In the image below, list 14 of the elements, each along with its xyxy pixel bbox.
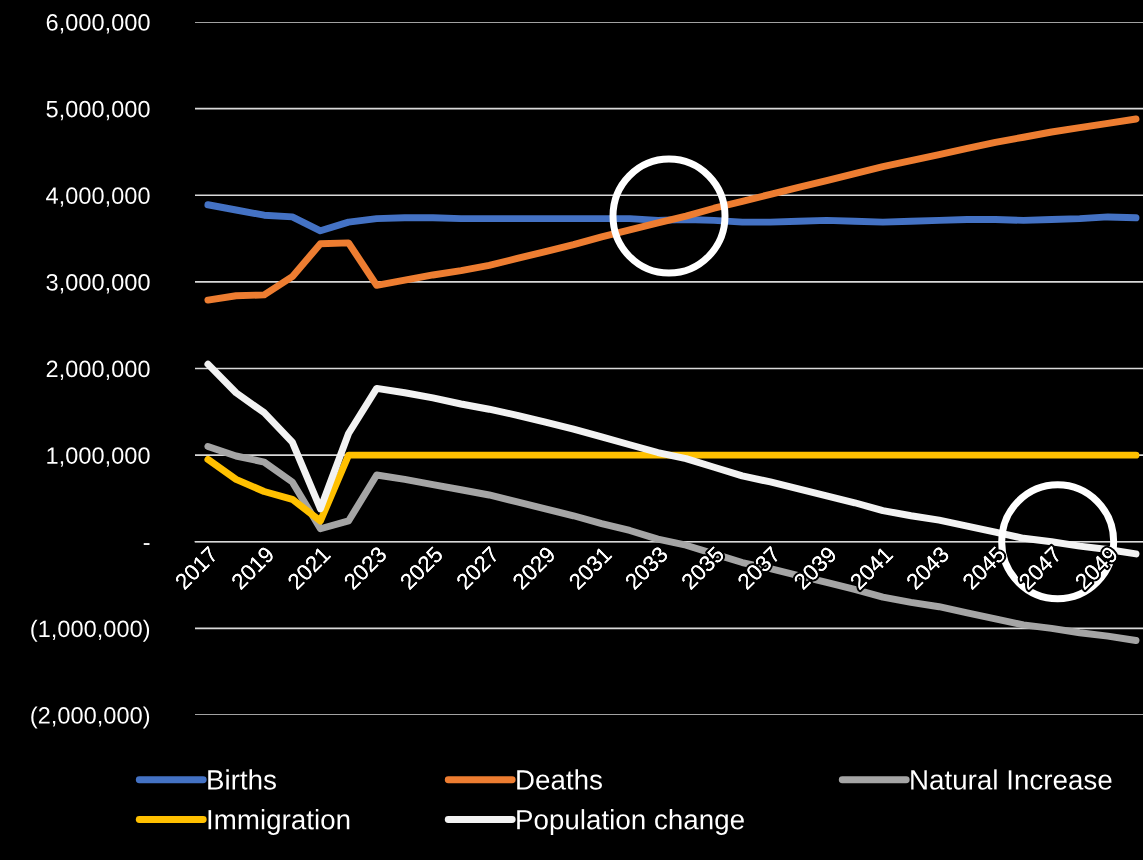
- y-tick-label: 5,000,000: [46, 100, 150, 121]
- y-tick-label: -: [143, 543, 150, 545]
- legend-label: Population change: [517, 809, 744, 835]
- y-tick-label: 1,000,000: [47, 447, 150, 467]
- y-tick-label: (1,000,000): [31, 619, 150, 642]
- y-tick-label: 4,000,000: [46, 187, 150, 207]
- legend-label: Immigration: [208, 809, 350, 835]
- legend-label: Natural Increase: [911, 769, 1112, 790]
- y-tick-label: 6,000,000: [46, 14, 150, 34]
- legend-label: Deaths: [517, 769, 602, 790]
- y-tick-label: (2,000,000): [31, 706, 150, 729]
- legend-label: Births: [208, 769, 276, 790]
- y-tick-label: 2,000,000: [46, 360, 150, 381]
- y-tick-label: 3,000,000: [46, 273, 150, 294]
